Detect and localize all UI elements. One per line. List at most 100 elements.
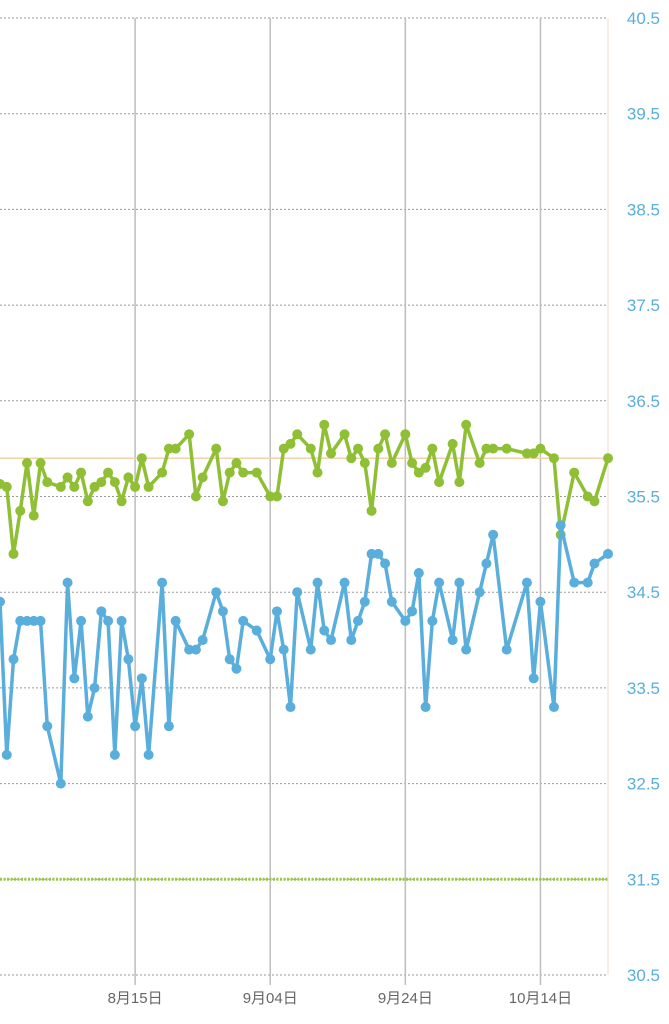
green-data-point xyxy=(271,491,282,502)
blue-data-point xyxy=(407,606,418,617)
y-tick-label: 34.5 xyxy=(627,583,660,602)
blue-data-point xyxy=(481,558,492,569)
green-data-point xyxy=(55,481,66,492)
blue-data-point xyxy=(380,558,391,569)
green-data-point xyxy=(373,443,384,454)
green-data-point xyxy=(130,481,141,492)
green-data-point xyxy=(143,481,154,492)
blue-data-point xyxy=(157,577,168,588)
y-tick-label: 37.5 xyxy=(627,296,660,315)
blue-data-point xyxy=(548,702,559,713)
blue-data-point xyxy=(555,520,566,531)
blue-data-point xyxy=(143,749,154,760)
green-data-point xyxy=(35,458,46,469)
green-data-point xyxy=(346,453,357,464)
blue-data-point xyxy=(190,644,201,655)
blue-data-point xyxy=(89,682,100,693)
green-data-point xyxy=(407,458,418,469)
blue-data-point xyxy=(197,635,208,646)
blue-data-point xyxy=(353,615,364,626)
green-data-point xyxy=(548,453,559,464)
green-data-point xyxy=(15,505,26,516)
x-tick-label: 9月24日 xyxy=(378,990,433,1007)
green-data-point xyxy=(42,477,53,488)
green-data-point xyxy=(427,443,438,454)
y-axis-labels: 40.5 39.5 38.5 37.5 36.5 35.5 34.5 33.5 32.5 31.5… xyxy=(627,9,660,985)
y-tick-label: 32.5 xyxy=(627,775,660,794)
blue-data-point xyxy=(265,654,276,665)
blue-data-point xyxy=(271,606,282,617)
green-data-point xyxy=(461,419,472,430)
green-data-point xyxy=(589,496,600,507)
green-data-point xyxy=(535,443,546,454)
blue-data-point xyxy=(8,654,19,665)
green-data-point xyxy=(251,467,262,478)
reference-lines xyxy=(0,457,608,881)
green-data-point xyxy=(184,429,195,440)
y-tick-label: 39.5 xyxy=(627,105,660,124)
green-data-point xyxy=(319,419,330,430)
blue-data-point xyxy=(373,548,384,559)
blue-data-point xyxy=(217,606,228,617)
blue-data-point xyxy=(123,654,134,665)
y-tick-label: 36.5 xyxy=(627,392,660,411)
blue-data-point xyxy=(420,702,431,713)
green-data-point xyxy=(22,458,33,469)
blue-data-point xyxy=(312,577,323,588)
blue-data-point xyxy=(69,673,80,684)
green-data-point xyxy=(339,429,350,440)
blue-data-point xyxy=(238,615,249,626)
green-data-point xyxy=(62,472,73,483)
green-data-point xyxy=(8,548,19,559)
green-data-point xyxy=(157,467,168,478)
green-data-point xyxy=(231,458,242,469)
blue-data-point xyxy=(231,663,242,674)
blue-data-point xyxy=(35,615,46,626)
green-data-point xyxy=(109,477,120,488)
blue-data-point xyxy=(346,635,357,646)
blue-data-point xyxy=(488,529,499,540)
blue-data-point xyxy=(116,615,127,626)
green-data-point xyxy=(569,467,580,478)
blue-data-point xyxy=(136,673,147,684)
green-data-point xyxy=(488,443,499,454)
green-data-point xyxy=(454,477,465,488)
blue-data-point xyxy=(359,596,370,607)
blue-data-point xyxy=(96,606,107,617)
green-data-point xyxy=(305,443,316,454)
blue-data-point xyxy=(603,548,613,559)
blue-data-point xyxy=(224,654,235,665)
green-data-point xyxy=(217,496,228,507)
green-data-point xyxy=(69,481,80,492)
blue-data-point xyxy=(474,587,485,598)
blue-data-point xyxy=(76,615,87,626)
green-data-point xyxy=(285,438,296,449)
blue-data-point xyxy=(589,558,600,569)
green-data-point xyxy=(603,453,613,464)
blue-data-point xyxy=(582,577,593,588)
blue-data-point xyxy=(569,577,580,588)
green-data-point xyxy=(386,458,397,469)
blue-data-point xyxy=(454,577,465,588)
green-data-point xyxy=(366,505,377,516)
blue-data-point xyxy=(434,577,445,588)
green-data-point xyxy=(96,477,107,488)
blue-data-point xyxy=(170,615,181,626)
blue-data-point xyxy=(400,615,411,626)
blue-data-point xyxy=(163,721,174,732)
green-data-point xyxy=(434,477,445,488)
blue-data-point xyxy=(447,635,458,646)
x-axis-labels: 8月15日 9月04日 9月24日 10月14日 xyxy=(108,990,573,1007)
green-data-point xyxy=(1,481,12,492)
green-data-point xyxy=(82,496,93,507)
grid xyxy=(0,17,609,985)
x-tick-label: 9月04日 xyxy=(243,990,298,1007)
y-tick-label: 30.5 xyxy=(627,966,660,985)
blue-data-point xyxy=(339,577,350,588)
series-lines xyxy=(0,419,613,789)
blue-data-point xyxy=(285,702,296,713)
blue-data-point xyxy=(501,644,512,655)
green-data-point xyxy=(116,496,127,507)
green-data-point xyxy=(28,510,39,521)
